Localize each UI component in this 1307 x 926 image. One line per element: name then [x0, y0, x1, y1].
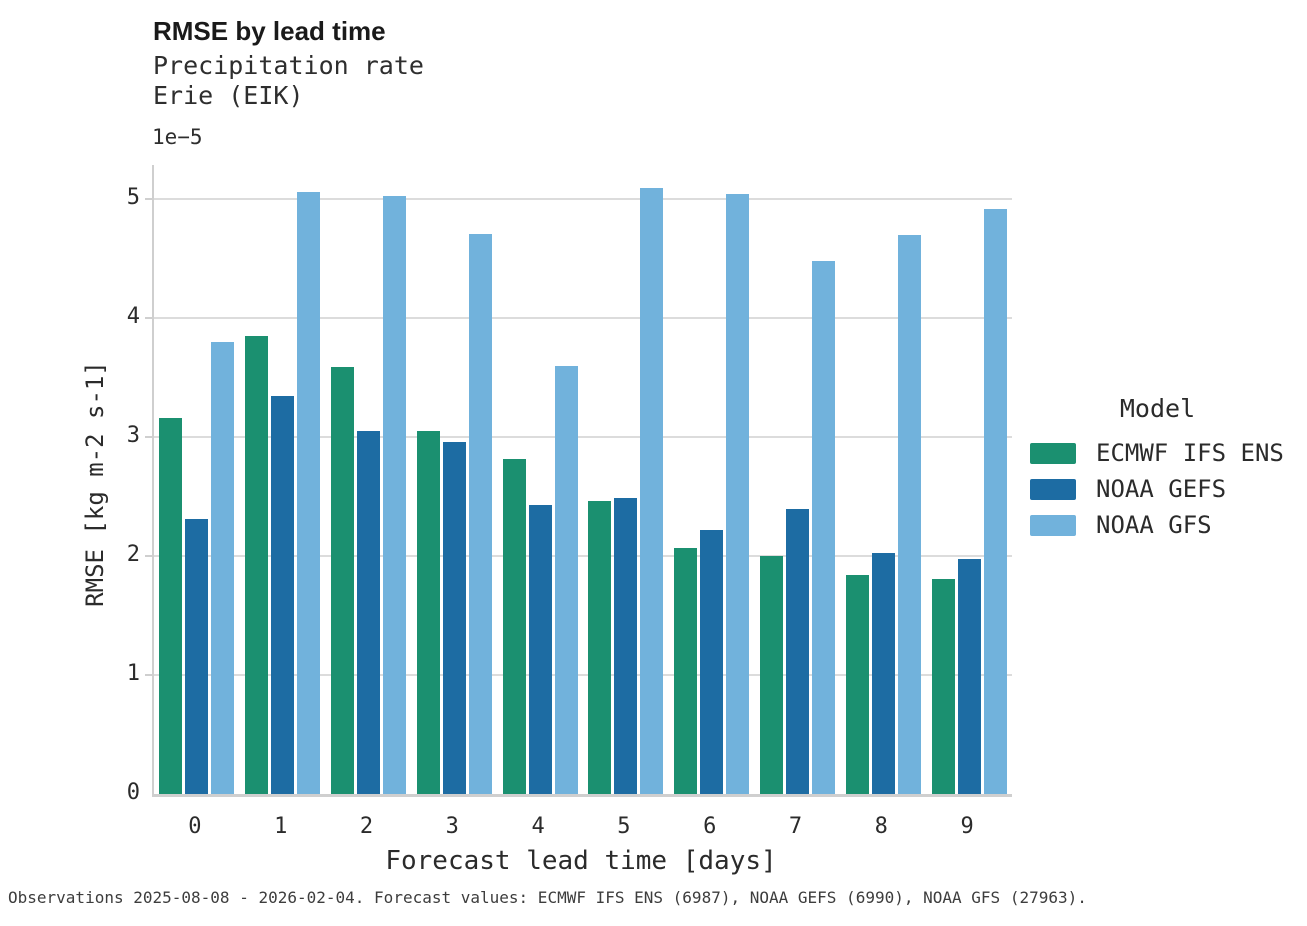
- bar-noaa-gfs-lead-0: [211, 342, 235, 794]
- bar-ecmwf-ifs-ens-lead-6: [674, 547, 698, 794]
- plot-area: [152, 165, 1012, 797]
- bar-ecmwf-ifs-ens-lead-9: [931, 578, 955, 794]
- bar-noaa-gfs-lead-9: [983, 208, 1007, 794]
- bar-noaa-gefs-lead-0: [185, 519, 209, 794]
- chart-subtitle-variable: Precipitation rate: [153, 51, 424, 80]
- legend-label: NOAA GFS: [1096, 511, 1212, 539]
- legend-entry: ECMWF IFS ENS: [1030, 435, 1300, 471]
- y-tick-label: 0: [126, 780, 140, 805]
- bar-noaa-gfs-lead-7: [812, 261, 835, 794]
- x-tick-label: 1: [274, 814, 288, 839]
- legend-entry: NOAA GFS: [1030, 507, 1300, 543]
- legend-swatch: [1030, 442, 1076, 464]
- legend-title: Model: [1119, 394, 1196, 423]
- bar-noaa-gefs-lead-3: [442, 442, 466, 794]
- bar-noaa-gfs-lead-5: [640, 187, 664, 794]
- bar-noaa-gfs-lead-1: [297, 192, 321, 794]
- legend-label: NOAA GEFS: [1096, 475, 1227, 503]
- bar-noaa-gefs-lead-5: [614, 497, 638, 794]
- bar-noaa-gefs-lead-6: [700, 530, 724, 794]
- x-tick-label: 2: [359, 814, 374, 839]
- x-axis-label: Forecast lead time [days]: [385, 846, 777, 876]
- gridline: [154, 198, 1012, 201]
- legend-entry: NOAA GEFS: [1030, 471, 1300, 507]
- chart-title: RMSE by lead time: [153, 16, 386, 46]
- x-tick-label: 4: [531, 814, 545, 839]
- bar-ecmwf-ifs-ens-lead-1: [245, 336, 269, 794]
- legend-label: ECMWF IFS ENS: [1096, 439, 1284, 467]
- x-tick-label: 9: [960, 814, 974, 839]
- gridline: [154, 317, 1012, 320]
- bar-noaa-gefs-lead-2: [357, 431, 380, 794]
- y-axis-label: RMSE [kg m-2 s-1]: [81, 361, 109, 607]
- bar-ecmwf-ifs-ens-lead-3: [416, 431, 440, 794]
- y-tick-label: 4: [126, 304, 140, 330]
- y-tick-mark: [145, 555, 152, 558]
- bar-noaa-gfs-lead-6: [726, 193, 750, 794]
- gridline: [154, 436, 1012, 439]
- bar-noaa-gfs-lead-3: [468, 233, 492, 794]
- bar-noaa-gfs-lead-8: [897, 235, 921, 794]
- y-tick-label: 5: [126, 185, 140, 211]
- y-tick-label: 2: [126, 542, 140, 568]
- footer-note: Observations 2025-08-08 - 2026-02-04. Fo…: [8, 888, 1087, 907]
- chart-subtitle-station: Erie (EIK): [153, 81, 304, 110]
- bar-noaa-gefs-lead-7: [786, 508, 809, 794]
- bar-noaa-gfs-lead-2: [383, 195, 406, 794]
- y-tick-mark: [145, 674, 152, 677]
- x-tick-label: 3: [445, 814, 459, 839]
- y-tick-label: 1: [126, 661, 140, 687]
- y-tick-mark: [145, 317, 152, 320]
- legend-swatch: [1030, 514, 1076, 536]
- x-tick-label: 0: [188, 814, 202, 839]
- bar-ecmwf-ifs-ens-lead-8: [845, 575, 869, 794]
- gridline: [154, 555, 1012, 558]
- x-tick-label: 5: [617, 814, 631, 839]
- legend-swatch: [1030, 478, 1076, 500]
- y-axis-offset-label: 1e−5: [152, 125, 203, 149]
- bar-noaa-gefs-lead-4: [528, 505, 552, 794]
- bar-ecmwf-ifs-ens-lead-5: [588, 501, 612, 794]
- bar-noaa-gefs-lead-1: [271, 395, 295, 794]
- x-tick-label: 8: [874, 814, 888, 839]
- y-tick-label: 3: [126, 423, 140, 449]
- legend-entries: ECMWF IFS ENS NOAA GEFS NOAA GFS: [1030, 435, 1300, 543]
- y-tick-mark: [145, 198, 152, 201]
- gridline: [154, 674, 1012, 677]
- legend: Model ECMWF IFS ENS NOAA GEFS NOAA GFS: [1030, 394, 1300, 543]
- x-tick-label: 7: [788, 814, 803, 839]
- x-tick-label: 6: [703, 814, 717, 839]
- bar-ecmwf-ifs-ens-lead-2: [331, 367, 354, 794]
- bar-ecmwf-ifs-ens-lead-7: [760, 556, 783, 794]
- bar-noaa-gefs-lead-9: [957, 558, 981, 794]
- bar-ecmwf-ifs-ens-lead-4: [502, 458, 526, 794]
- y-tick-mark: [145, 436, 152, 439]
- bar-noaa-gfs-lead-4: [554, 365, 578, 794]
- bar-ecmwf-ifs-ens-lead-0: [159, 418, 183, 794]
- bar-noaa-gefs-lead-8: [871, 552, 895, 794]
